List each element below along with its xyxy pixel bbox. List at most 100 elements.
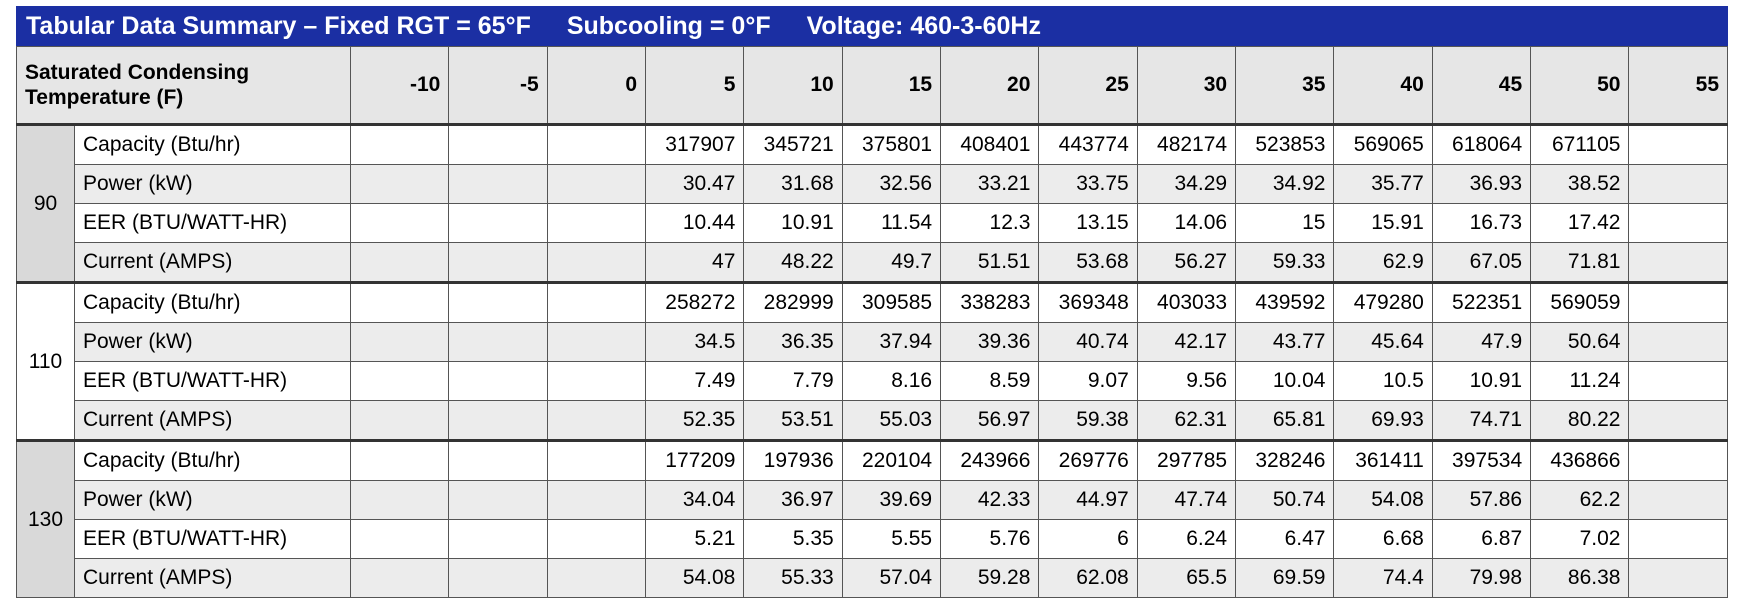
value-cell: 338283 bbox=[940, 281, 1040, 323]
value-cell: 5.35 bbox=[743, 519, 843, 559]
value-cell: 7.49 bbox=[645, 361, 745, 401]
value-cell: 522351 bbox=[1431, 281, 1532, 323]
value-cell: 57.04 bbox=[841, 558, 942, 598]
value-cell: 6 bbox=[1038, 519, 1138, 559]
column-header: 30 bbox=[1136, 46, 1237, 125]
value-cell: 12.3 bbox=[940, 203, 1040, 243]
value-cell: 408401 bbox=[940, 123, 1040, 165]
column-header: 35 bbox=[1235, 46, 1335, 125]
empty-cell bbox=[349, 322, 450, 362]
empty-cell bbox=[448, 400, 548, 441]
data-row: Power (kW) 30.47 31.68 32.56 33.21 33.75 34.29… bbox=[17, 164, 1728, 204]
summary: Tabular Data Summary – Fixed RGT = 65°F S… bbox=[16, 6, 1728, 598]
value-cell: 403033 bbox=[1136, 281, 1237, 323]
value-cell: 55.03 bbox=[841, 400, 942, 441]
data-row: Power (kW) 34.5 36.35 37.94 39.36 40.74 42.17 4… bbox=[17, 322, 1728, 362]
value-cell: 35.77 bbox=[1333, 164, 1433, 204]
empty-cell bbox=[448, 242, 548, 283]
empty-cell bbox=[1628, 519, 1728, 559]
data-row: EER (BTU/WATT-HR) 7.49 7.79 8.16 8.59 9.07 9.5… bbox=[17, 361, 1728, 401]
value-cell: 36.93 bbox=[1431, 164, 1532, 204]
value-cell: 74.4 bbox=[1333, 558, 1433, 598]
group-label: 130 bbox=[16, 439, 75, 598]
value-cell: 10.91 bbox=[1431, 361, 1532, 401]
empty-cell bbox=[349, 480, 450, 520]
value-cell: 282999 bbox=[743, 281, 843, 323]
data-row: 130 Capacity (Btu/hr) 177209 197936 220104 24… bbox=[16, 439, 1728, 598]
value-cell: 57.86 bbox=[1431, 480, 1532, 520]
title-part: Voltage: 460-3-60Hz bbox=[806, 12, 1041, 40]
value-cell: 67.05 bbox=[1431, 242, 1532, 283]
value-cell: 56.97 bbox=[940, 400, 1040, 441]
column-header: 5 bbox=[645, 46, 745, 125]
column-header: 25 bbox=[1038, 46, 1138, 125]
group-label: 90 bbox=[16, 123, 75, 283]
empty-cell bbox=[448, 519, 548, 559]
column-header: 0 bbox=[546, 46, 647, 125]
value-cell: 74.71 bbox=[1431, 400, 1532, 441]
value-cell: 569065 bbox=[1333, 123, 1433, 165]
value-cell: 10.44 bbox=[645, 203, 745, 243]
value-cell: 54.08 bbox=[645, 558, 745, 598]
value-cell: 36.97 bbox=[743, 480, 843, 520]
value-cell: 56.27 bbox=[1136, 242, 1237, 283]
value-cell: 47 bbox=[645, 242, 745, 283]
value-cell: 375801 bbox=[841, 123, 942, 165]
empty-cell bbox=[1628, 400, 1728, 441]
data-row: Current (AMPS) 47 48.22 49.7 51.51 53.68 56.27… bbox=[17, 242, 1728, 283]
empty-cell bbox=[349, 400, 450, 441]
value-cell: 37.94 bbox=[841, 322, 942, 362]
value-cell: 523853 bbox=[1235, 123, 1335, 165]
empty-cell bbox=[448, 203, 548, 243]
value-cell: 11.54 bbox=[841, 203, 942, 243]
data-row: 90 Capacity (Btu/hr) 317907 345721 375801 408… bbox=[16, 123, 1728, 283]
value-cell: 14.06 bbox=[1136, 203, 1237, 243]
column-header: -5 bbox=[448, 46, 548, 125]
value-cell: 177209 bbox=[645, 439, 745, 481]
value-cell: 618064 bbox=[1431, 123, 1532, 165]
value-cell: 43.77 bbox=[1235, 322, 1335, 362]
value-cell: 220104 bbox=[841, 439, 942, 481]
value-cell: 47.9 bbox=[1431, 322, 1532, 362]
value-cell: 31.68 bbox=[743, 164, 843, 204]
data-table: Saturated Condensing Temperature (F) -10-… bbox=[16, 46, 1728, 598]
value-cell: 8.16 bbox=[841, 361, 942, 401]
value-cell: 53.68 bbox=[1038, 242, 1138, 283]
value-cell: 59.33 bbox=[1235, 242, 1335, 283]
column-header: 40 bbox=[1333, 46, 1433, 125]
group-label: 110 bbox=[16, 281, 75, 441]
empty-cell bbox=[1628, 322, 1728, 362]
value-cell: 10.91 bbox=[743, 203, 843, 243]
value-cell: 671105 bbox=[1530, 123, 1630, 165]
value-cell: 258272 bbox=[645, 281, 745, 323]
column-header: 15 bbox=[841, 46, 942, 125]
empty-cell bbox=[546, 480, 647, 520]
row-label: EER (BTU/WATT-HR) bbox=[74, 519, 351, 559]
value-cell: 34.29 bbox=[1136, 164, 1237, 204]
empty-cell bbox=[546, 519, 647, 559]
empty-cell bbox=[349, 439, 450, 481]
value-cell: 48.22 bbox=[743, 242, 843, 283]
value-cell: 6.47 bbox=[1235, 519, 1335, 559]
empty-cell bbox=[349, 123, 450, 165]
empty-cell bbox=[448, 123, 548, 165]
value-cell: 62.31 bbox=[1136, 400, 1237, 441]
row-label: Current (AMPS) bbox=[74, 242, 351, 283]
value-cell: 55.33 bbox=[743, 558, 843, 598]
column-header: 50 bbox=[1530, 46, 1630, 125]
row-label: Power (kW) bbox=[74, 480, 351, 520]
value-cell: 51.51 bbox=[940, 242, 1040, 283]
empty-cell bbox=[546, 558, 647, 598]
empty-cell bbox=[546, 361, 647, 401]
value-cell: 439592 bbox=[1235, 281, 1335, 323]
value-cell: 17.42 bbox=[1530, 203, 1630, 243]
empty-cell bbox=[349, 242, 450, 283]
empty-cell bbox=[546, 439, 647, 481]
value-cell: 50.64 bbox=[1530, 322, 1630, 362]
value-cell: 65.81 bbox=[1235, 400, 1335, 441]
row-label: Power (kW) bbox=[74, 164, 351, 204]
empty-cell bbox=[1628, 361, 1728, 401]
value-cell: 6.87 bbox=[1431, 519, 1532, 559]
value-cell: 197936 bbox=[743, 439, 843, 481]
